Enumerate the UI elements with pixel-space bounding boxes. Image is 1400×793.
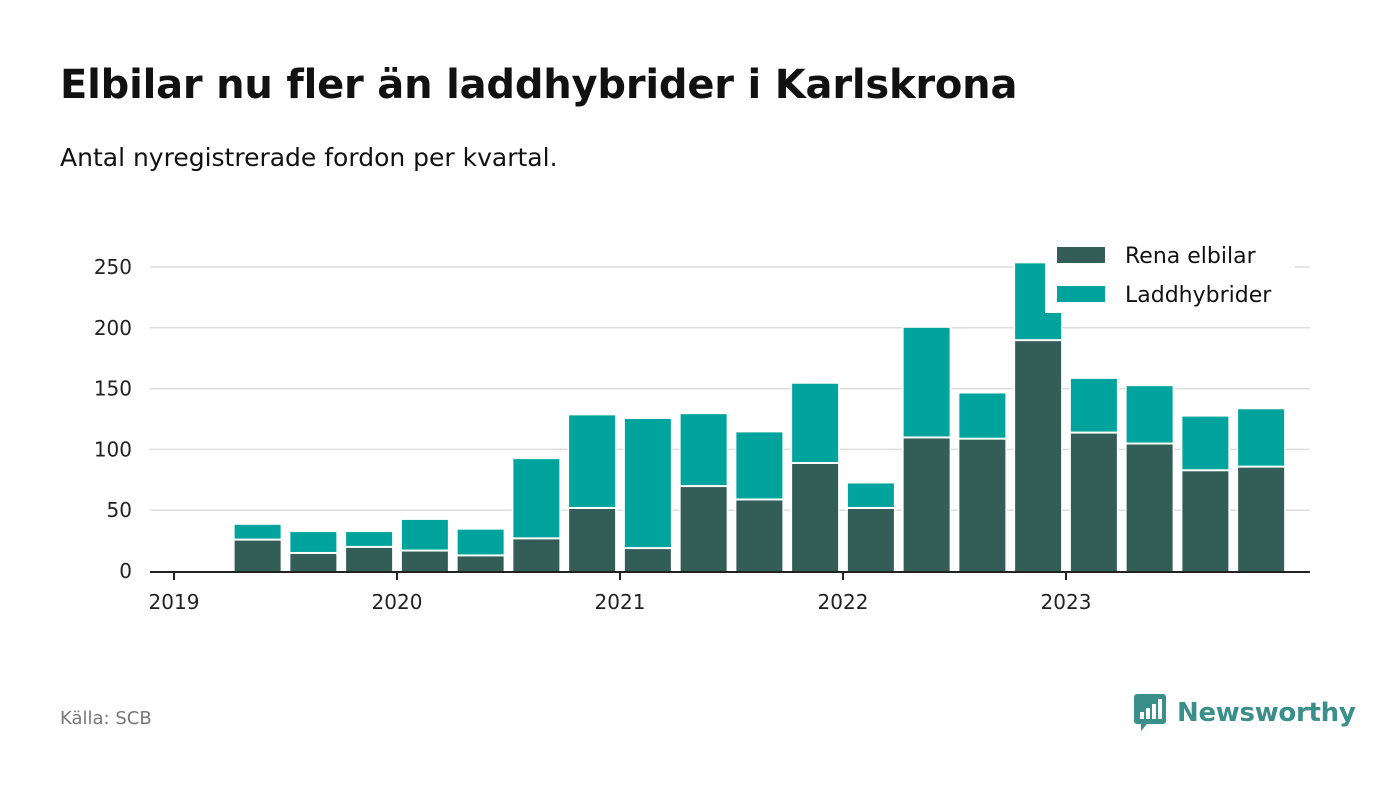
x-tick-label-2019: 2019	[149, 590, 200, 614]
bar-laddhybrider	[959, 393, 1006, 438]
bar-laddhybrider	[680, 414, 727, 486]
bar-laddhybrider	[513, 459, 560, 538]
bar-laddhybrider	[290, 532, 337, 552]
bar-laddhybrider	[1070, 378, 1117, 432]
legend-label-0: Rena elbilar	[1125, 244, 1257, 269]
chart-subtitle: Antal nyregistrerade fordon per kvartal.	[60, 143, 558, 172]
brand-logo: Newsworthy	[1133, 693, 1356, 733]
bar-rena-elbilar	[1126, 444, 1173, 571]
y-tick-label-250: 250	[94, 255, 132, 279]
bar-laddhybrider	[234, 524, 281, 539]
bar-laddhybrider	[401, 519, 448, 550]
x-tick-label-2020: 2020	[372, 590, 423, 614]
legend-swatch-1	[1057, 286, 1105, 302]
bar-rena-elbilar	[736, 500, 783, 571]
bar-laddhybrider	[847, 483, 894, 507]
bar-rena-elbilar	[1070, 433, 1117, 571]
y-tick-label-100: 100	[94, 437, 132, 461]
bar-laddhybrider	[1238, 409, 1285, 466]
bar-rena-elbilar	[959, 439, 1006, 571]
bar-rena-elbilar	[680, 487, 727, 571]
bar-rena-elbilar	[1015, 341, 1062, 571]
bar-laddhybrider	[346, 532, 393, 546]
bar-laddhybrider	[736, 432, 783, 499]
newsworthy-logo-icon	[1134, 694, 1166, 731]
bar-rena-elbilar	[624, 549, 671, 571]
x-tick-label-2021: 2021	[595, 590, 646, 614]
bar-laddhybrider	[1126, 386, 1173, 443]
bar-laddhybrider	[457, 529, 504, 555]
bar-rena-elbilar	[234, 540, 281, 571]
y-tick-label-150: 150	[94, 377, 132, 401]
bar-rena-elbilar	[1182, 471, 1229, 571]
bar-rena-elbilar	[569, 508, 616, 571]
legend: Rena elbilar Laddhybrider	[1045, 233, 1295, 313]
legend-label-1: Laddhybrider	[1125, 283, 1272, 308]
bar-rena-elbilar	[290, 553, 337, 571]
y-tick-label-200: 200	[94, 316, 132, 340]
bar-laddhybrider	[569, 415, 616, 507]
source-note: Källa: SCB	[60, 708, 152, 729]
bar-laddhybrider	[792, 383, 839, 462]
bar-rena-elbilar	[513, 539, 560, 571]
x-tick-label-2023: 2023	[1041, 590, 1092, 614]
bar-rena-elbilar	[457, 556, 504, 571]
chart-title: Elbilar nu fler än laddhybrider i Karlsk…	[60, 62, 1018, 108]
axes: 0 50 100 150 200 250 2019 2020 2021 2022 2023	[94, 255, 1310, 614]
bar-rena-elbilar	[401, 551, 448, 571]
y-tick-label-50: 50	[107, 498, 132, 522]
bar-laddhybrider	[903, 327, 950, 437]
bar-laddhybrider	[1182, 416, 1229, 470]
bar-rena-elbilar	[792, 463, 839, 571]
bar-rena-elbilar	[847, 508, 894, 571]
brand-name: Newsworthy	[1177, 698, 1356, 728]
legend-swatch-0	[1057, 247, 1105, 263]
bar-rena-elbilar	[903, 438, 950, 571]
bar-rena-elbilar	[1238, 467, 1285, 571]
bar-rena-elbilar	[346, 547, 393, 571]
x-tick-label-2022: 2022	[818, 590, 869, 614]
bars	[233, 261, 1286, 571]
y-tick-label-0: 0	[119, 559, 132, 583]
bar-laddhybrider	[624, 419, 671, 548]
